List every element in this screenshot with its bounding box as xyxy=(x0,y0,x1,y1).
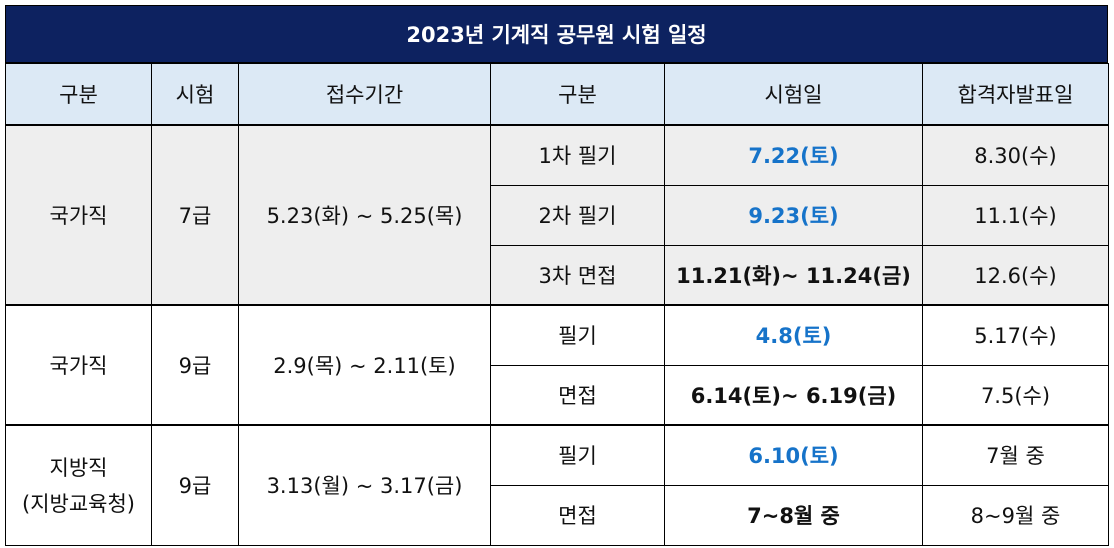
header-stage: 구분 xyxy=(490,63,665,126)
group-period: 5.23(화) ~ 5.25(목) xyxy=(238,124,491,306)
stage-cell: 면접 xyxy=(490,364,665,426)
result-date-cell: 5.17(수) xyxy=(922,304,1109,366)
table-row: 면접 7~8월 중 8~9월 중 xyxy=(6,484,1109,546)
exam-date-cell: 6.14(토)~ 6.19(금) xyxy=(664,364,923,426)
exam-date-cell: 9.23(토) xyxy=(664,184,923,246)
group-category: 지방직 (지방교육청) xyxy=(5,424,152,546)
group-grade: 9급 xyxy=(151,424,239,546)
exam-date-cell: 11.21(화)~ 11.24(금) xyxy=(664,244,923,306)
exam-date-cell: 6.10(토) xyxy=(664,424,923,486)
group-grade: 7급 xyxy=(151,124,239,306)
header-category: 구분 xyxy=(5,63,152,126)
result-date-cell: 8~9월 중 xyxy=(922,484,1109,546)
result-date-cell: 7.5(수) xyxy=(922,364,1109,426)
header-exam-date: 시험일 xyxy=(664,63,923,126)
table-row: 지방직 (지방교육청) 9급 3.13(월) ~ 3.17(금) 필기 6.10… xyxy=(5,424,1109,546)
group-grade: 9급 xyxy=(151,304,239,426)
table-row: 2차 필기 9.23(토) 11.1(수) xyxy=(6,184,1109,246)
group-category-line1: 지방직 xyxy=(49,456,108,481)
result-date-cell: 8.30(수) xyxy=(922,124,1109,186)
table-row: 3차 면접 11.21(화)~ 11.24(금) 12.6(수) xyxy=(6,244,1109,306)
schedule-table: 구분 시험 접수기간 구분 시험일 합격자발표일 국가직 7급 5.23(화) … xyxy=(5,63,1109,546)
stage-cell: 2차 필기 xyxy=(490,184,665,246)
group-category: 국가직 xyxy=(5,304,152,426)
table-row: 국가직 9급 2.9(목) ~ 2.11(토) 필기 4.8(토) 5.17(수… xyxy=(5,304,1109,426)
stage-cell: 면접 xyxy=(490,484,665,546)
table-title: 2023년 기계직 공무원 시험 일정 xyxy=(5,5,1108,63)
stage-cell: 필기 xyxy=(490,424,665,486)
schedule-table-container: 2023년 기계직 공무원 시험 일정 구분 시험 접수기간 구분 시험일 합격… xyxy=(5,5,1109,546)
stage-cell: 필기 xyxy=(490,304,665,366)
result-date-cell: 12.6(수) xyxy=(922,244,1109,306)
result-date-cell: 7월 중 xyxy=(922,424,1109,486)
exam-date-cell: 4.8(토) xyxy=(664,304,923,366)
exam-date-cell: 7~8월 중 xyxy=(664,484,923,546)
stage-cell: 3차 면접 xyxy=(490,244,665,306)
result-date-cell: 11.1(수) xyxy=(922,184,1109,246)
group-category-line2: (지방교육청) xyxy=(22,492,135,517)
header-period: 접수기간 xyxy=(238,63,491,126)
header-result-date: 합격자발표일 xyxy=(922,63,1109,126)
header-exam: 시험 xyxy=(151,63,239,126)
stage-cell: 1차 필기 xyxy=(490,124,665,186)
group-period: 2.9(목) ~ 2.11(토) xyxy=(238,304,491,426)
group-category: 국가직 xyxy=(5,124,152,306)
exam-date-cell: 7.22(토) xyxy=(664,124,923,186)
table-row: 국가직 7급 5.23(화) ~ 5.25(목) 1차 필기 7.22(토) 8… xyxy=(5,124,1109,306)
header-row: 구분 시험 접수기간 구분 시험일 합격자발표일 xyxy=(5,63,1109,126)
group-period: 3.13(월) ~ 3.17(금) xyxy=(238,424,491,546)
